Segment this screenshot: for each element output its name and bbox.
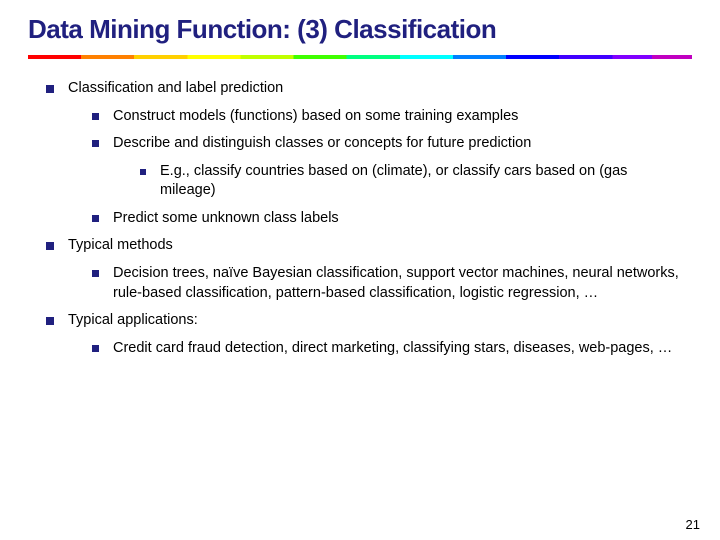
bullet-text: E.g., classify countries based on (clima…	[160, 162, 686, 201]
square-bullet-icon	[92, 140, 99, 147]
bullet-text: Predict some unknown class labels	[113, 209, 686, 229]
bullet-text: Classification and label prediction	[68, 79, 686, 99]
bullet-item: Classification and label prediction	[46, 79, 686, 99]
bullet-text: Construct models (functions) based on so…	[113, 107, 686, 127]
bullet-item: Typical applications:	[46, 311, 686, 331]
square-bullet-icon	[46, 242, 54, 250]
bullet-text: Credit card fraud detection, direct mark…	[113, 339, 686, 359]
bullet-text: Typical methods	[68, 236, 686, 256]
bullet-item: Decision trees, naïve Bayesian classific…	[92, 264, 686, 303]
square-bullet-icon	[92, 113, 99, 120]
square-bullet-icon	[92, 345, 99, 352]
bullet-item: Predict some unknown class labels	[92, 209, 686, 229]
bullet-text: Typical applications:	[68, 311, 686, 331]
bullet-item: Construct models (functions) based on so…	[92, 107, 686, 127]
rainbow-divider	[28, 55, 692, 59]
square-bullet-icon	[46, 317, 54, 325]
square-bullet-icon	[46, 85, 54, 93]
square-bullet-icon	[140, 169, 146, 175]
slide-title: Data Mining Function: (3) Classification	[28, 14, 692, 45]
bullet-item: Typical methods	[46, 236, 686, 256]
bullet-text: Describe and distinguish classes or conc…	[113, 134, 686, 154]
bullet-text: Decision trees, naïve Bayesian classific…	[113, 264, 686, 303]
page-number: 21	[686, 517, 700, 532]
slide-content: Classification and label prediction Cons…	[28, 79, 692, 358]
square-bullet-icon	[92, 270, 99, 277]
bullet-item: Describe and distinguish classes or conc…	[92, 134, 686, 154]
bullet-item: E.g., classify countries based on (clima…	[140, 162, 686, 201]
bullet-item: Credit card fraud detection, direct mark…	[92, 339, 686, 359]
square-bullet-icon	[92, 215, 99, 222]
